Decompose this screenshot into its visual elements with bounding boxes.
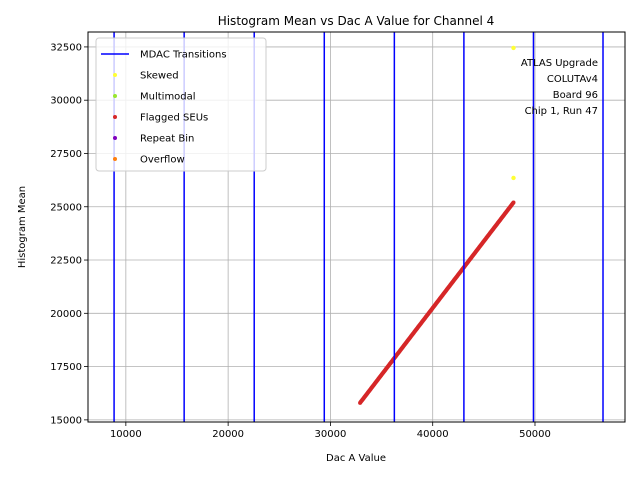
data-point-skewed [511,45,516,51]
legend-box [95,37,267,172]
legend-label: Repeat Bin [140,134,194,145]
y-axis-ticks: 15000 17500 20000 22500 25000 27500 30000 32500 [50,42,88,426]
annotation-line: Board 96 [553,90,598,101]
y-tick-label: 27500 [50,149,82,160]
legend-marker-swatch [113,157,117,161]
x-axis-label: Dac A Value [326,453,386,464]
y-axis-label: Histogram Mean [17,186,28,268]
x-tick-label: 20000 [212,429,244,440]
mdac-transition-lines [113,32,604,422]
legend-marker-swatch [113,115,117,119]
y-tick-label: 17500 [50,362,82,373]
y-tick-label: 20000 [50,309,82,320]
legend-label: MDAC Transitions [140,50,227,61]
annotation-line: Chip 1, Run 47 [525,106,598,117]
run-annotation: ATLAS Upgrade COLUTAv4 Board 96 Chip 1, Run… [521,58,598,117]
legend-label: Multimodal [140,92,196,103]
y-tick-label: 32500 [50,42,82,53]
legend-label: Skewed [140,71,179,82]
legend-marker-swatch [113,73,117,77]
legend-marker-swatch [113,136,117,140]
y-tick-label: 15000 [50,415,82,426]
scatter-marks [358,45,516,405]
annotation-line: COLUTAv4 [547,74,598,85]
legend-label: Overflow [140,155,185,166]
legend-label: Flagged SEUs [140,113,208,124]
y-tick-label: 22500 [50,256,82,267]
x-tick-label: 40000 [417,429,449,440]
x-tick-label: 50000 [519,429,551,440]
plot-frame [87,31,626,423]
annotation-line: ATLAS Upgrade [521,58,598,69]
legend-marker-swatch [113,94,117,98]
legend: MDAC Transitions Skewed Multimodal Flagged … [95,37,267,172]
data-point-flagged-seus [511,200,516,205]
data-point-skewed [511,175,516,181]
y-tick-label: 25000 [50,202,82,213]
chart-title: Histogram Mean vs Dac A Value for Channe… [218,14,495,28]
x-axis-ticks: 10000 20000 30000 40000 50000 [110,422,551,440]
y-tick-label: 30000 [50,96,82,107]
x-tick-label: 30000 [315,429,347,440]
x-tick-label: 10000 [110,429,142,440]
